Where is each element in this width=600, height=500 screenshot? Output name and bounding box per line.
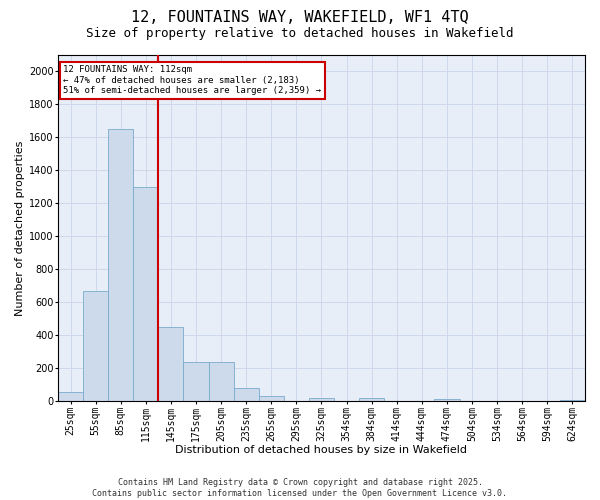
- Text: 12, FOUNTAINS WAY, WAKEFIELD, WF1 4TQ: 12, FOUNTAINS WAY, WAKEFIELD, WF1 4TQ: [131, 10, 469, 25]
- Bar: [434, 399, 460, 402]
- Bar: [133, 187, 158, 402]
- Text: Size of property relative to detached houses in Wakefield: Size of property relative to detached ho…: [86, 28, 514, 40]
- X-axis label: Distribution of detached houses by size in Wakefield: Distribution of detached houses by size …: [175, 445, 467, 455]
- Bar: [359, 398, 384, 402]
- Bar: [309, 398, 334, 402]
- Bar: [233, 388, 259, 402]
- Y-axis label: Number of detached properties: Number of detached properties: [15, 140, 25, 316]
- Bar: [259, 396, 284, 402]
- Bar: [184, 362, 209, 402]
- Bar: [560, 400, 585, 402]
- Text: 12 FOUNTAINS WAY: 112sqm
← 47% of detached houses are smaller (2,183)
51% of sem: 12 FOUNTAINS WAY: 112sqm ← 47% of detach…: [63, 66, 321, 95]
- Bar: [83, 291, 108, 402]
- Bar: [58, 392, 83, 402]
- Text: Contains HM Land Registry data © Crown copyright and database right 2025.
Contai: Contains HM Land Registry data © Crown c…: [92, 478, 508, 498]
- Bar: [209, 362, 233, 402]
- Bar: [158, 327, 184, 402]
- Bar: [108, 129, 133, 402]
